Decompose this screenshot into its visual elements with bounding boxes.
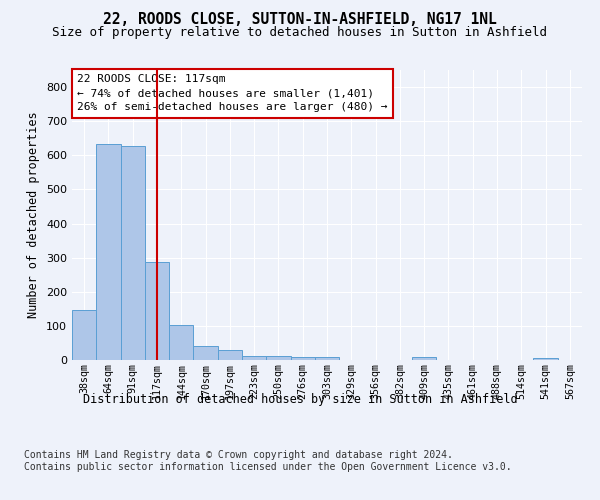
Bar (193, 346, 218, 360)
Bar (412, 358, 436, 360)
Bar (533, 358, 558, 360)
Bar (290, 356, 315, 360)
Bar (218, 350, 242, 360)
Text: 22, ROODS CLOSE, SUTTON-IN-ASHFIELD, NG17 1NL: 22, ROODS CLOSE, SUTTON-IN-ASHFIELD, NG1… (103, 12, 497, 28)
Bar (72, 310, 96, 360)
Bar (145, 262, 169, 360)
Bar (242, 356, 266, 360)
Bar (315, 357, 339, 360)
Bar (266, 356, 290, 360)
Bar (121, 146, 145, 360)
Text: Size of property relative to detached houses in Sutton in Ashfield: Size of property relative to detached ho… (53, 26, 548, 39)
Text: Contains HM Land Registry data © Crown copyright and database right 2024.
Contai: Contains HM Land Registry data © Crown c… (24, 450, 512, 471)
Text: Distribution of detached houses by size in Sutton in Ashfield: Distribution of detached houses by size … (83, 392, 517, 406)
Text: 22 ROODS CLOSE: 117sqm
← 74% of detached houses are smaller (1,401)
26% of semi-: 22 ROODS CLOSE: 117sqm ← 74% of detached… (77, 74, 388, 112)
Bar (96, 144, 121, 360)
Y-axis label: Number of detached properties: Number of detached properties (28, 112, 40, 318)
Bar (169, 325, 193, 360)
